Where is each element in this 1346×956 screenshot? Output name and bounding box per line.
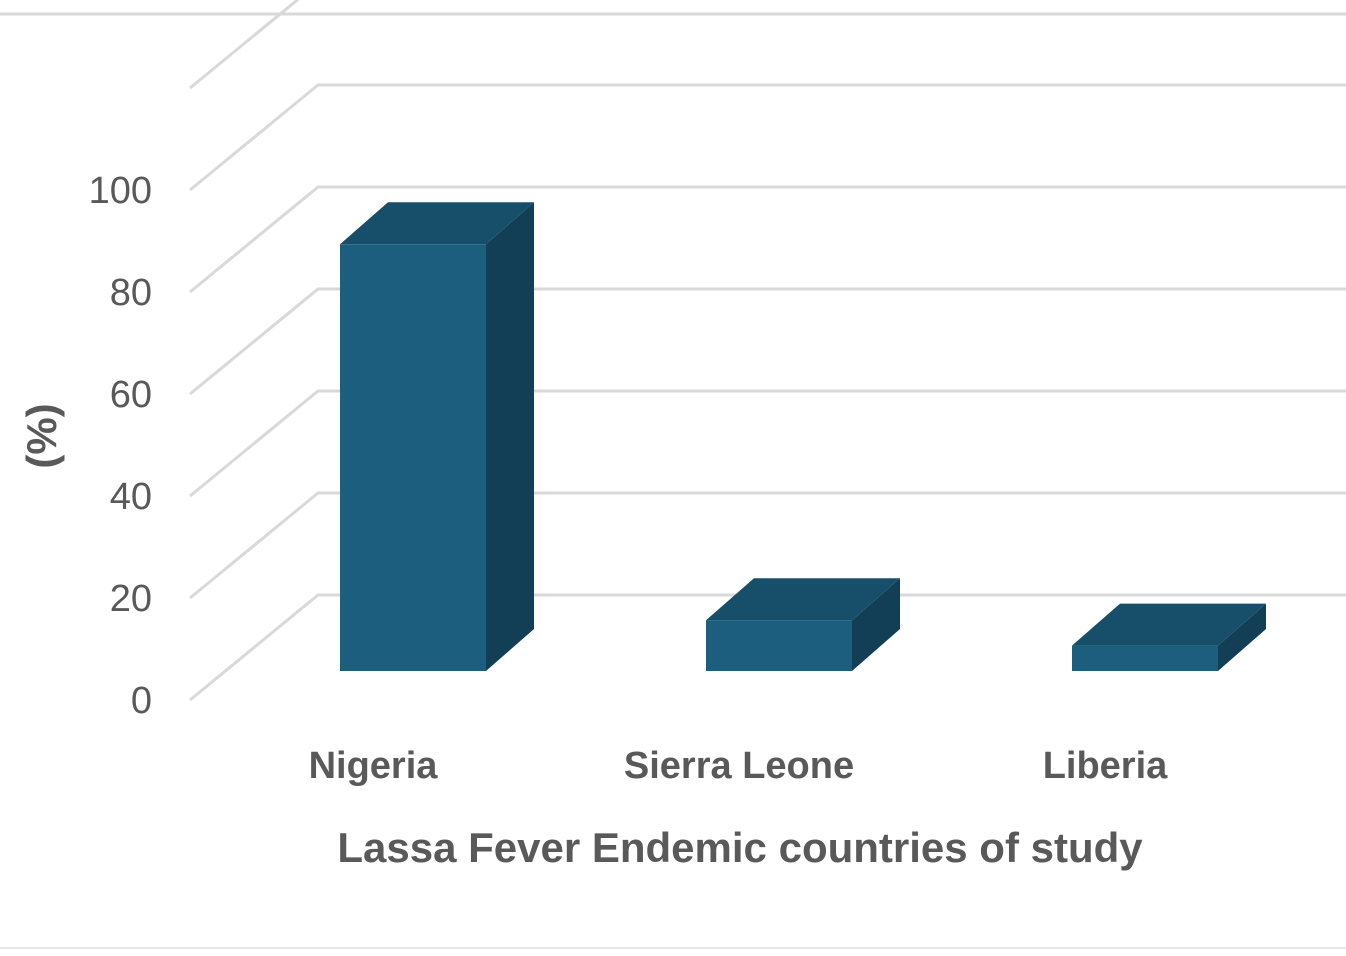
bar-top-face [706,578,900,621]
bar-side-face [1218,603,1266,671]
bar-front-face [706,620,852,671]
y-tick-label: 20 [110,578,152,620]
x-axis-title: Lassa Fever Endemic countries of study [337,824,1143,871]
y-tick-label: 40 [110,476,152,518]
gridline [189,491,1346,600]
gridline [189,287,1346,396]
y-axis-ticks: 0 20 40 60 80 100 [89,170,152,722]
y-tick-label: 0 [131,680,152,722]
bars [340,202,1266,671]
y-axis-title: (%) [18,403,65,468]
x-axis-categories: Nigeria Sierra Leone Liberia [309,745,1169,787]
x-category-label: Sierra Leone [624,745,854,787]
bar [706,578,900,671]
y-tick-label: 80 [110,272,152,314]
y-tick-label: 60 [110,374,152,416]
x-category-label: Nigeria [309,745,439,787]
gridline [189,0,300,90]
bar-front-face [1072,645,1218,671]
bar [1072,603,1266,671]
bar [340,202,534,671]
bar-front-face [340,244,486,671]
bar-top-face [1072,603,1266,646]
gridlines [189,0,1346,702]
gridline [189,593,1346,702]
gridline [189,389,1346,498]
gridline [189,83,1346,192]
x-category-label: Liberia [1043,745,1168,787]
bar-top-face [340,202,534,245]
bar-side-face [852,578,900,671]
bar-side-face [486,202,534,671]
gridline [189,185,1346,294]
y-tick-label: 100 [89,170,152,212]
